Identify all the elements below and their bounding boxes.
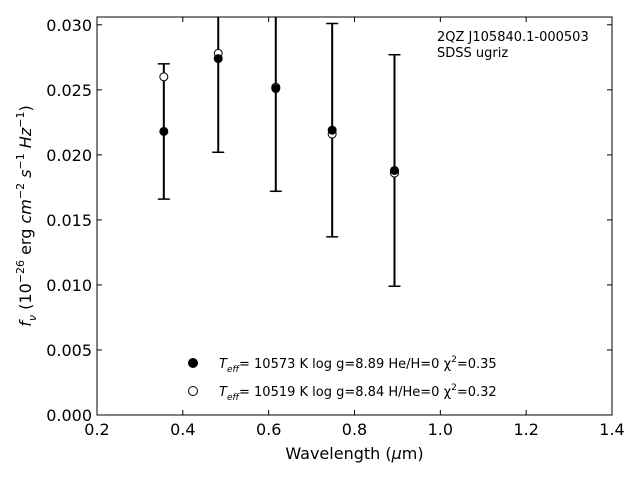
data-point-filled — [159, 126, 169, 136]
x-tick-label: 0.8 — [342, 420, 367, 439]
legend-teff-subscript: eff — [227, 365, 241, 375]
x-tick-label: 0.6 — [256, 420, 281, 439]
y-label-nu: ν — [26, 315, 39, 321]
x-tick-label: 1.4 — [599, 420, 624, 439]
x-tick-label: 0.4 — [170, 420, 195, 439]
y-axis-label: fν (10−26 erg cm−2 s−1 Hz−1) — [14, 105, 39, 326]
y-label-f: f — [16, 319, 35, 327]
annotation-photometry: SDSS ugriz — [437, 46, 508, 61]
data-point-filled — [327, 125, 337, 135]
plot-series-group — [157, 17, 401, 287]
legend-teff-subscript: eff — [227, 393, 241, 403]
legend-entry-db-model: Teff= 10519 K log g=8.84 H/He=0 χ2=0.32 — [219, 383, 497, 403]
y-label-exp2: −2 — [14, 183, 27, 199]
data-point-open — [159, 72, 169, 82]
legend-chi-value: =0.35 — [457, 357, 497, 372]
legend-marker-open — [188, 386, 198, 396]
y-tick-label: 0.010 — [46, 276, 92, 295]
y-label-exp3: −1 — [14, 153, 27, 169]
legend-teff-symbol: T — [219, 385, 228, 400]
legend-chi-superscript: 2 — [451, 355, 457, 365]
x-tick-label: 1.0 — [428, 420, 453, 439]
x-label-text: Wavelength ( — [285, 444, 391, 463]
legend-teff-symbol: T — [219, 357, 228, 372]
x-axis-label: Wavelength (μm) — [285, 444, 423, 463]
x-tick-label: 0.2 — [84, 420, 109, 439]
legend: Teff= 10573 K log g=8.89 He/H=0 χ2=0.35 … — [188, 355, 497, 403]
y-label-close: ) — [16, 105, 35, 111]
legend-params: = 10573 K log g=8.89 He/H=0 χ — [239, 357, 452, 372]
legend-chi-superscript: 2 — [451, 383, 457, 393]
y-label-hz: Hz — [16, 127, 35, 153]
data-point-filled — [271, 84, 281, 94]
legend-params: = 10519 K log g=8.84 H/He=0 χ — [239, 385, 452, 400]
y-tick-label: 0.025 — [46, 81, 92, 100]
x-tick-label: 1.2 — [513, 420, 538, 439]
y-label-s: s — [16, 170, 35, 183]
y-tick-label: 0.030 — [46, 16, 92, 35]
y-tick-label: 0.005 — [46, 341, 92, 360]
y-label-exp1: −26 — [14, 260, 27, 283]
y-tick-label: 0.020 — [46, 146, 92, 165]
y-label-open: (10 — [16, 283, 35, 315]
x-label-unit: m) — [402, 444, 424, 463]
data-point-filled — [389, 165, 399, 175]
x-label-mu: μ — [391, 444, 402, 463]
annotation-object-name: 2QZ J105840.1-000503 — [437, 30, 589, 45]
y-label-erg: erg — [16, 224, 35, 260]
legend-chi-value: =0.32 — [457, 385, 497, 400]
legend-entry-da-model: Teff= 10573 K log g=8.89 He/H=0 χ2=0.35 — [219, 355, 497, 375]
axis-ticks: 0.2 0.4 0.6 0.8 1.0 1.2 1.4 0.000 0.005 0.010 0.01… — [46, 16, 625, 439]
y-tick-label: 0.015 — [46, 211, 92, 230]
plot-data-layer — [157, 17, 401, 287]
legend-marker-filled — [188, 358, 198, 368]
y-label-cm: cm — [16, 199, 35, 223]
y-label-exp4: −1 — [14, 112, 27, 128]
data-point-filled — [213, 54, 223, 64]
plot-frame — [96, 16, 613, 416]
y-tick-label: 0.000 — [46, 406, 92, 425]
